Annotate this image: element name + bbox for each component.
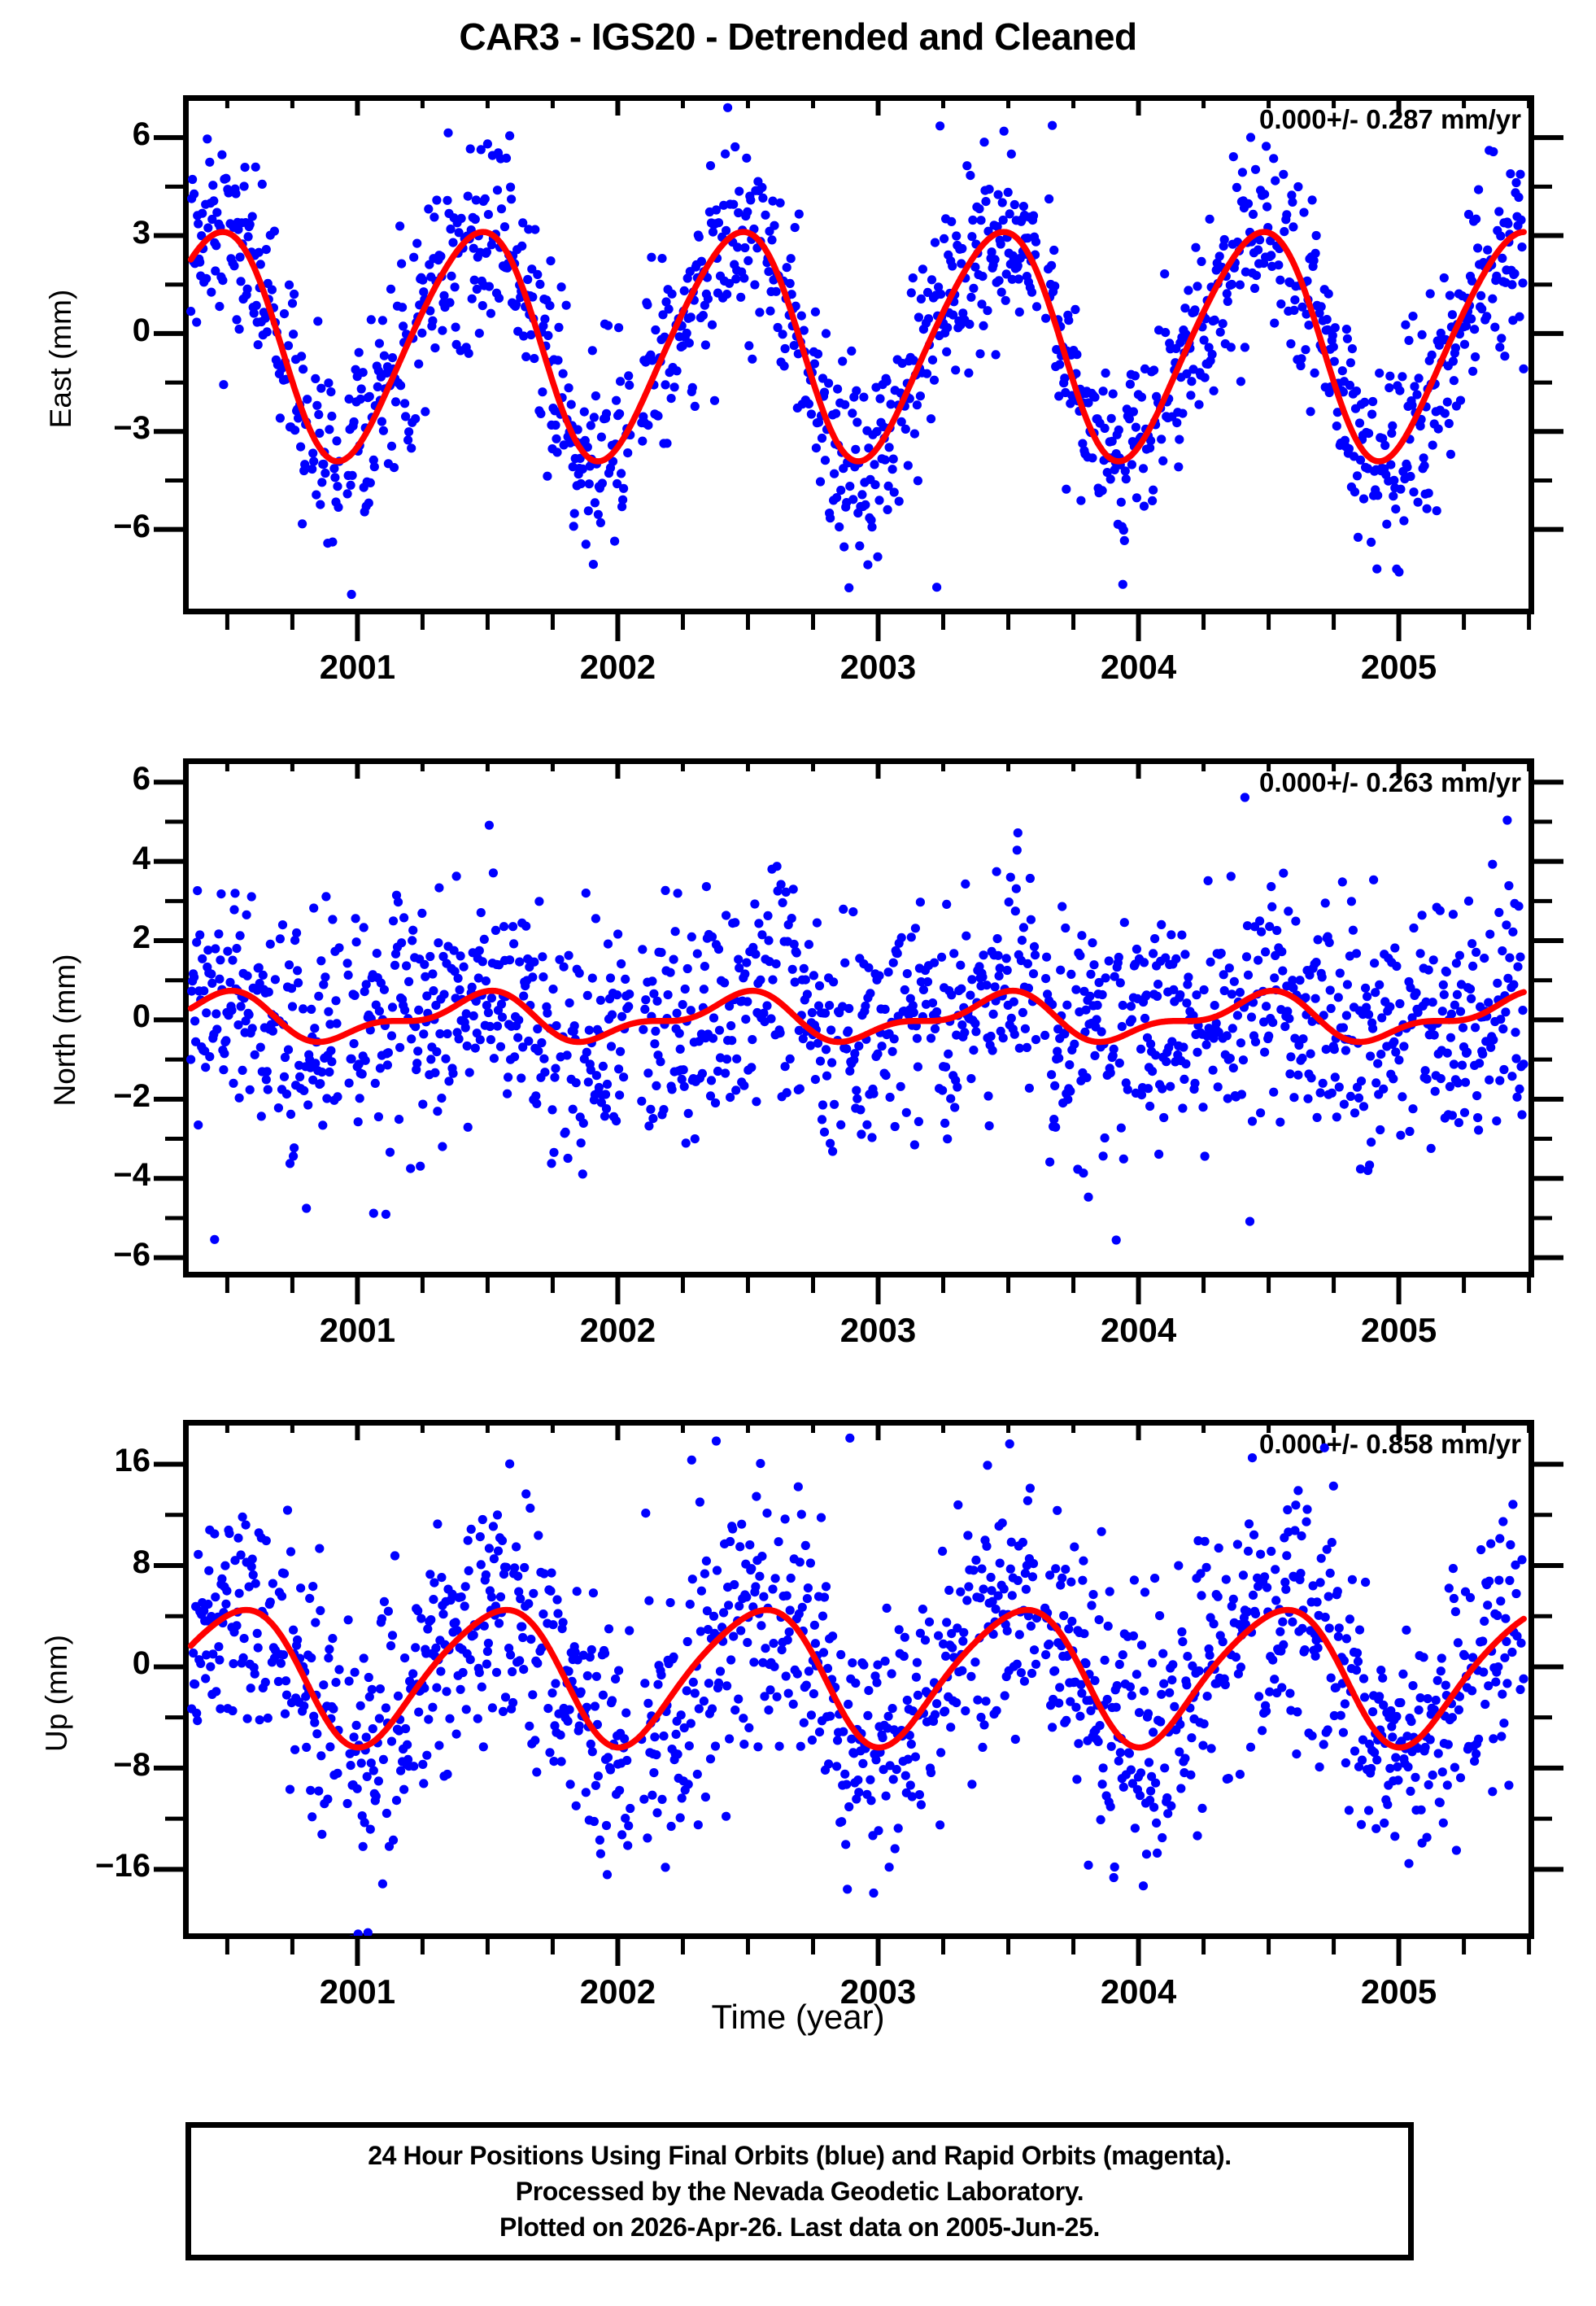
rate-annotation-up: 0.000+/- 0.858 mm/yr (1259, 1429, 1521, 1459)
xtick-label: 2002 (579, 1311, 656, 1349)
xtick-label: 2004 (1100, 648, 1177, 686)
xtick-label: 2001 (319, 648, 396, 686)
xtick-label: 2001 (319, 1311, 396, 1349)
axis-label-time: Time (year) (711, 1998, 885, 2036)
rate-annotation-north: 0.000+/- 0.263 mm/yr (1259, 767, 1521, 797)
xtick-label: 2004 (1100, 1311, 1177, 1349)
xtick-label: 2005 (1360, 1311, 1437, 1349)
plot-area-east (154, 95, 1563, 641)
ytick-label: −8 (113, 1746, 150, 1783)
xtick-label: 2003 (839, 1972, 917, 2011)
footer-line-2: Processed by the Nevada Geodetic Laborat… (515, 2176, 1084, 2206)
xtick-label: 2005 (1360, 648, 1437, 686)
xtick-label: 2003 (839, 648, 917, 686)
xtick-label: 2003 (839, 1311, 917, 1349)
panel-east: East (mm) 6 3 0 −3 −6 2001 2002 2003 2004 2005 0… (0, 0, 1596, 716)
ytick-label: −2 (113, 1077, 150, 1114)
ytick-label: 2 (132, 919, 150, 956)
panel-up: Up (mm) 16 8 0 −8 −16 2001 2002 2003 2004 2005 0… (40, 1420, 1563, 2011)
ytick-label: 4 (132, 840, 150, 876)
ytick-label: 0 (132, 312, 150, 348)
footer-line-1: 24 Hour Positions Using Final Orbits (bl… (368, 2140, 1232, 2170)
ytick-label: −6 (113, 508, 150, 544)
plot-area-up (154, 1420, 1563, 1966)
footer-line-3: Plotted on 2026-Apr-26. Last data on 200… (499, 2212, 1100, 2243)
xtick-label: 2002 (579, 648, 656, 686)
ytick-label: 16 (114, 1443, 151, 1479)
rate-annotation-east: 0.000+/- 0.287 mm/yr (1259, 104, 1521, 134)
ytick-label: 8 (132, 1544, 150, 1580)
ytick-label: 0 (132, 998, 150, 1035)
xtick-label: 2005 (1360, 1972, 1437, 2011)
xtick-label: 2004 (1100, 1972, 1177, 2011)
ytick-label: 6 (132, 116, 150, 153)
ytick-label: −4 (113, 1157, 150, 1194)
page-title: CAR3 - IGS20 - Detrended and Cleaned (459, 15, 1137, 58)
xtick-label: 2001 (319, 1972, 396, 2011)
footer-caption-box: 24 Hour Positions Using Final Orbits (bl… (185, 2122, 1414, 2260)
xtick-label: 2002 (579, 1972, 656, 2011)
ytick-label: −6 (113, 1236, 150, 1273)
ytick-label: 3 (132, 214, 150, 251)
ytick-label: 6 (132, 761, 150, 797)
ytick-label: −16 (95, 1848, 150, 1885)
plot-area-north (154, 758, 1563, 1304)
ytick-label: 0 (132, 1645, 150, 1682)
ytick-label: −3 (113, 410, 150, 447)
panel-north: North (mm) 6 4 2 0 −2 −4 −6 2001 2002 2003 2004 20… (48, 758, 1563, 1349)
